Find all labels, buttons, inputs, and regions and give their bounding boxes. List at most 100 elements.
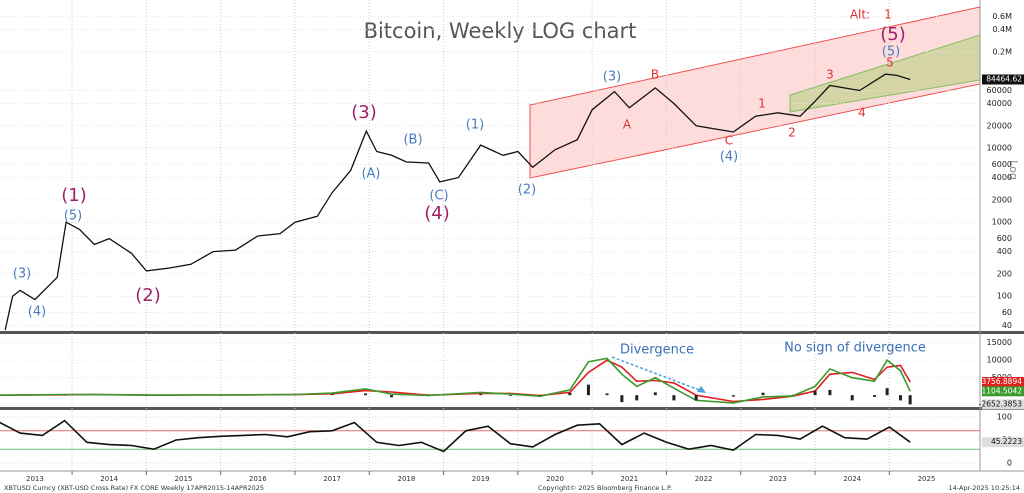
y-tick-label: 200 [997,269,1012,278]
y-tick-label: 0.6M [992,12,1012,21]
value-tag-label: 84464.62 [986,74,1022,83]
histogram-bar [508,395,512,396]
panel-divider [0,331,1024,334]
histogram-bar [899,395,903,401]
histogram-bar [479,394,483,396]
value-tag-label: 1104.5042 [981,386,1022,395]
annotation: C [725,134,733,148]
histogram-bar [694,395,698,401]
annotation: 5 [886,56,894,70]
y-tick-label: 0 [1007,459,1012,468]
y-tick-label: 10000 [987,144,1012,153]
annotation: (4) [424,203,450,224]
x-tick-label: 2016 [249,475,267,483]
annotation: (3) [351,102,377,123]
histogram-bar [364,393,368,396]
value-tag-label: -2652.3853 [979,399,1022,408]
value-tag [982,377,1024,388]
y-tick-label: 100 [997,412,1012,421]
y-tick-label: 0.2M [992,47,1012,56]
annotation: (5) [882,45,900,60]
footer-right: 14-Apr-2025 10:25:14 [949,484,1020,492]
annotation: (3) [13,267,31,282]
x-tick-label: 2025 [918,475,936,483]
x-tick-label: 2020 [546,475,564,483]
x-tick-label: 2018 [397,475,415,483]
x-tick-label: 2015 [175,475,193,483]
series-line [0,357,911,404]
histogram-bar [568,392,572,396]
x-tick-label: 2017 [323,475,341,483]
y-tick-label: 20000 [987,121,1012,130]
y-tick-label: 60000 [987,86,1012,95]
x-tick-label: 2013 [26,475,44,483]
y-tick-label: 100 [997,292,1012,301]
annotation: (5) [880,24,906,45]
histogram-bar [620,395,624,403]
annotation: 4 [858,106,866,120]
panel-divider [0,407,1024,410]
footer-left: XBTUSD Curncy (XBT-USD Cross Rate) FX CO… [4,484,264,492]
annotation: (3) [603,70,621,85]
annotation: 3 [826,68,834,82]
annotation: A [623,118,632,132]
annotation: (C) [429,189,448,204]
y-tick-label: 400 [997,247,1012,256]
y-tick-label: 40000 [987,99,1012,108]
annotation: 1 [884,8,892,22]
annotation: (1) [466,118,484,133]
y-tick-label: 6000 [992,160,1012,169]
annotation: (4) [720,150,738,165]
annotation: (4) [28,305,46,320]
y-tick-label: 600 [997,234,1012,243]
annotation: B [651,68,659,82]
y-tick-label: 10000 [987,356,1012,365]
annotation: (2) [518,183,536,198]
y-tick-label: 2000 [992,195,1012,204]
annotation: 1 [758,97,766,111]
x-tick-label: 2023 [769,475,787,483]
value-tag-label: 45.2223 [991,437,1022,446]
histogram-bar [586,384,590,396]
value-tag [982,386,1024,397]
value-tag-label: 3756.8894 [981,377,1022,386]
value-tag [982,74,1024,85]
y-tick-label: 60 [1002,308,1012,317]
histogram-bar [850,395,854,401]
annotation: (B) [403,133,422,148]
histogram-bar [538,395,542,396]
histogram-bar [872,395,876,397]
histogram-bar [330,394,334,396]
annotation: Alt: [850,8,870,22]
histogram-bar [672,395,676,401]
histogram-bar [390,395,394,398]
histogram-bar [635,395,639,401]
divergence-arrow [611,356,703,392]
value-tag [982,437,1024,448]
annotation: (2) [135,285,161,306]
x-tick-label: 2019 [472,475,490,483]
y-tick-label: 1000 [992,218,1012,227]
x-tick-label: 2014 [100,475,118,483]
histogram-bar [761,392,765,396]
annotation: 2 [788,126,796,140]
y-tick-label: 0.4M [992,25,1012,34]
histogram-bar [731,395,735,397]
arrow-head [697,386,706,393]
y-axis-label: Log [1007,160,1020,180]
histogram-bar [653,392,657,396]
x-tick-label: 2024 [843,475,861,483]
histogram-bar [828,389,832,396]
series-line [4,73,911,331]
annotation: Divergence [620,343,694,358]
annotation: No sign of divergence [784,341,926,356]
y-tick-label: 40 [1002,321,1012,330]
annotation: (5) [64,209,82,224]
annotation: (A) [361,167,380,182]
histogram-bar [813,390,817,396]
footer-center: Copyright© 2025 Bloomberg Finance L.P. [538,484,672,492]
series-line [0,419,911,453]
annotation: (1) [61,185,87,206]
